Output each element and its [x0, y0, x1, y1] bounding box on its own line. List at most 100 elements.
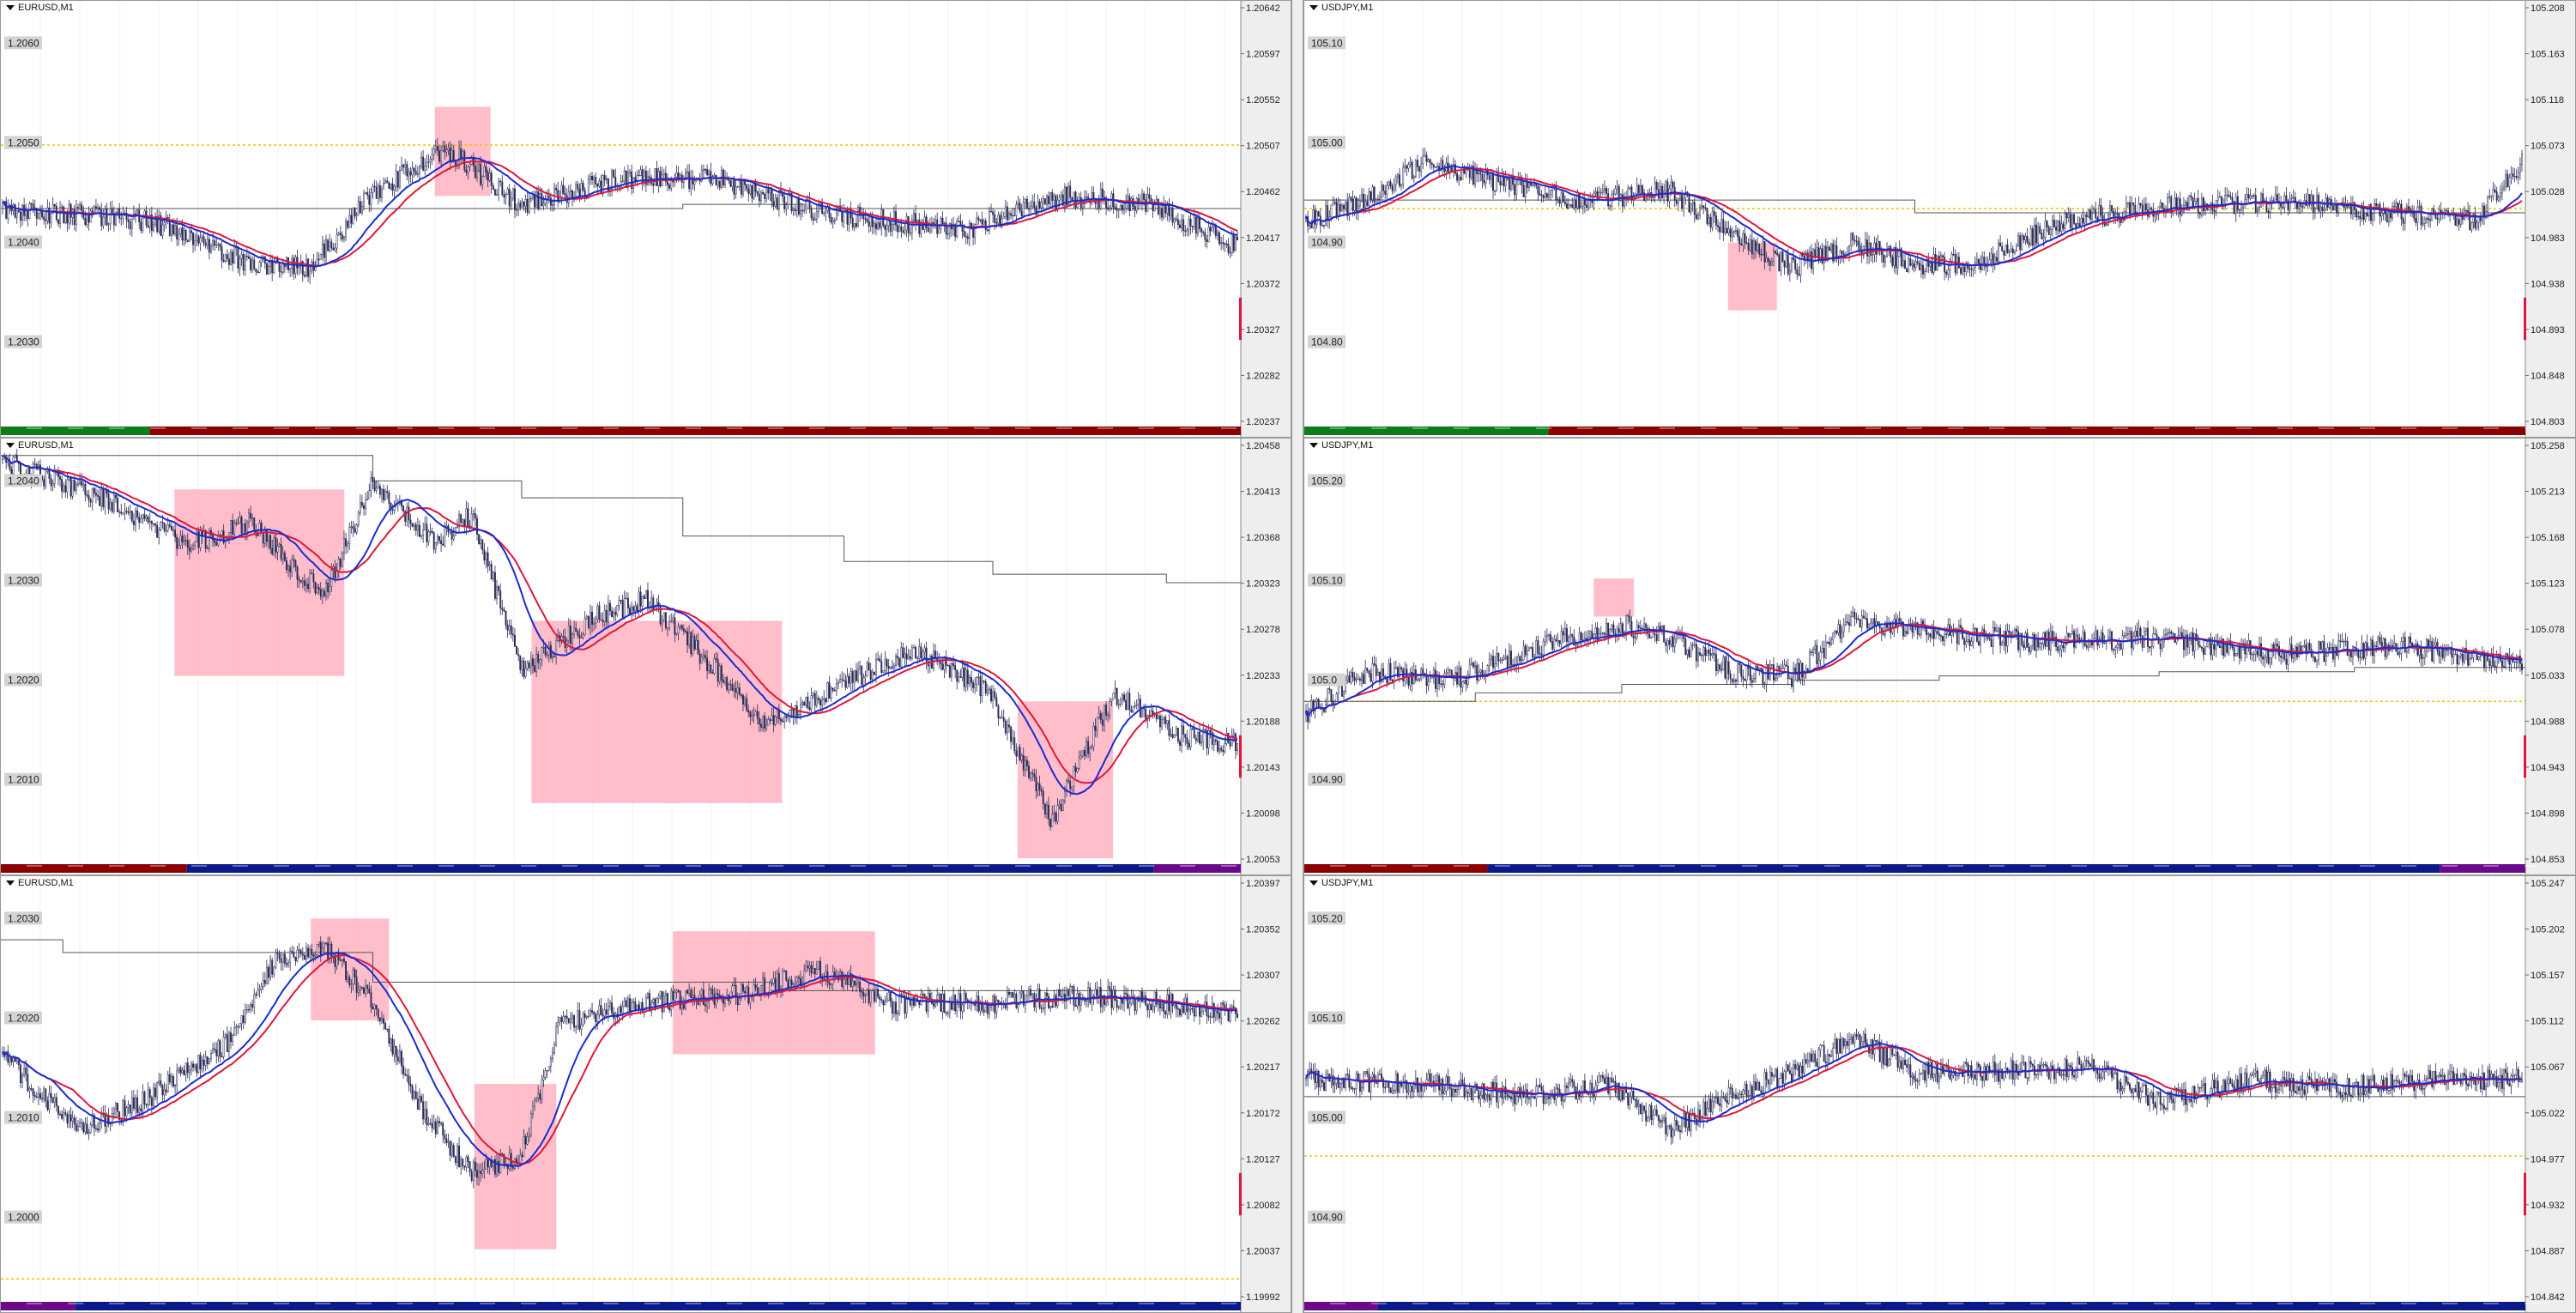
candle-body	[170, 224, 172, 236]
candle-body	[61, 206, 63, 209]
candle-body	[33, 207, 36, 209]
candle-body	[711, 672, 714, 674]
candle-body	[360, 206, 363, 214]
candle-body	[2310, 195, 2313, 205]
candle-body	[706, 169, 709, 176]
candle-body	[2377, 203, 2379, 207]
candle-body	[1330, 689, 1333, 702]
price-tag-label: 1.2040	[8, 475, 39, 487]
candle-body	[2167, 197, 2169, 209]
candle-body	[807, 696, 809, 708]
price-tag: 104.80	[1308, 335, 1345, 348]
candle-body	[2336, 204, 2338, 213]
candle-body	[1758, 668, 1761, 670]
time-axis[interactable]	[1, 864, 1241, 873]
candle-body	[1630, 621, 1633, 637]
candle-body	[895, 656, 897, 666]
candle-body	[1648, 192, 1651, 194]
candle-body	[2057, 221, 2059, 231]
grid	[1304, 1, 2489, 425]
candle-body	[1061, 800, 1064, 811]
candle-body	[1091, 746, 1093, 749]
price-axis[interactable]	[2525, 1, 2576, 438]
candle-body	[1479, 669, 1482, 673]
candle-body	[591, 176, 593, 181]
candle-body	[445, 149, 448, 153]
candle-body	[414, 171, 417, 175]
candle-body	[1720, 669, 1723, 671]
candle-body	[956, 221, 958, 238]
candle-body	[1422, 155, 1424, 165]
candle-body	[717, 180, 719, 185]
candle-body	[1049, 191, 1052, 204]
candle-body	[150, 520, 153, 524]
candle-body	[910, 220, 913, 233]
candle-body	[623, 598, 626, 618]
chart-pane[interactable]: 105.10 105.00 104.90 104.80 105.208 105.163 10…	[1303, 0, 2576, 438]
candle-body	[871, 671, 874, 680]
candle-body	[904, 653, 906, 658]
chart-title[interactable]: EURUSD,M1	[6, 440, 74, 451]
chart-canvas[interactable]: 105.20105.10105.0104.90105.258105.213105…	[1304, 439, 2576, 875]
candle-body	[136, 209, 139, 215]
candle-body	[2, 203, 3, 209]
candle-body	[1196, 217, 1199, 234]
time-axis[interactable]	[1304, 427, 2540, 435]
chart-pane[interactable]: 105.20 105.10 105.0 104.90 105.258 105.213 105…	[1303, 438, 2576, 875]
candle-body	[1366, 668, 1369, 671]
candle-body	[569, 626, 571, 644]
candle-body	[275, 537, 277, 553]
candle-body	[1504, 178, 1507, 187]
chart-pane[interactable]: 1.2040 1.2030 1.2020 1.2010 1.20458 1.20413 1.…	[0, 438, 1291, 875]
candle-body	[268, 535, 269, 542]
candle-body	[94, 206, 97, 209]
candle-body	[1954, 254, 1956, 273]
candle-body	[186, 239, 189, 242]
candle-body	[1434, 669, 1436, 689]
candle-body	[2500, 188, 2503, 194]
chart-canvas[interactable]: 1.20601.20501.20401.20301.206421.205971.…	[1, 1, 1291, 438]
collapse-arrow-icon[interactable]	[6, 443, 15, 448]
chart-pane[interactable]: 1.2060 1.2050 1.2040 1.2030 1.20642 1.20597 1.…	[0, 0, 1291, 438]
candle-body	[620, 600, 622, 602]
candle-body	[553, 656, 555, 658]
candle-body	[1683, 197, 1685, 209]
chart-title[interactable]: USDJPY,M1	[1309, 3, 1373, 13]
candle-body	[1046, 196, 1048, 205]
price-axis[interactable]	[1241, 439, 1291, 875]
candle-body	[293, 257, 295, 275]
candle-body	[598, 180, 601, 187]
chart-canvas[interactable]: 1.20401.20301.20201.20101.204581.204131.…	[1, 439, 1291, 875]
highlight-zone	[174, 489, 345, 676]
candle-body	[143, 514, 146, 519]
candle-body	[2041, 233, 2043, 239]
candle-body	[1737, 230, 1739, 237]
candle-body	[992, 691, 995, 702]
collapse-arrow-icon[interactable]	[6, 5, 15, 10]
candle-body	[1842, 253, 1845, 256]
candle-body	[1492, 656, 1494, 669]
price-axis[interactable]	[1241, 1, 1291, 438]
candle-body	[97, 207, 99, 209]
candle-body	[2083, 215, 2086, 224]
candle-body	[233, 522, 236, 535]
candle-body	[1655, 634, 1658, 641]
candle-body	[460, 514, 463, 523]
candle-body	[974, 224, 977, 238]
candle-body	[1161, 208, 1163, 218]
collapse-arrow-icon[interactable]	[1309, 5, 1318, 10]
time-axis[interactable]	[1, 427, 1241, 435]
candle-body	[2420, 205, 2422, 226]
candle-body	[897, 224, 899, 233]
candle-body	[305, 584, 307, 586]
candle-body	[15, 210, 18, 218]
chart-canvas[interactable]: 105.10105.00104.90104.80105.208105.16310…	[1304, 1, 2576, 438]
candle-body	[1358, 200, 1361, 207]
candle-body	[547, 196, 550, 198]
candle-body	[582, 183, 584, 191]
chart-title[interactable]: EURUSD,M1	[6, 3, 74, 13]
candle-body	[866, 663, 868, 676]
price-tag-bg	[1308, 136, 1345, 149]
candle-body	[1496, 173, 1498, 191]
candle-body	[1970, 269, 1973, 270]
